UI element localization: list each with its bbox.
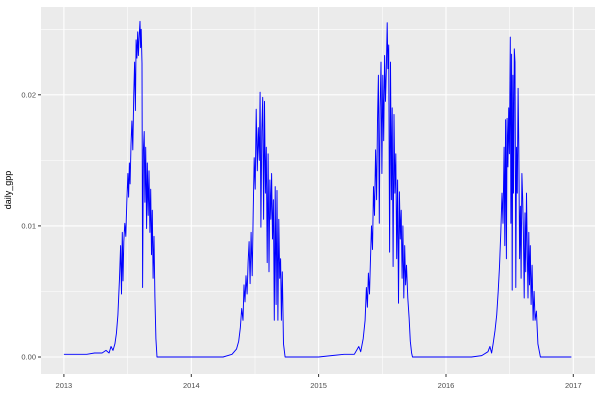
x-tick-label: 2014 [183,381,200,390]
x-tick-label: 2015 [310,381,327,390]
x-tick-label: 2017 [565,381,582,390]
y-tick-label: 0.02 [21,90,36,99]
y-tick-label: 0.00 [21,353,36,362]
gpp-line-series [63,20,572,358]
y-axis-title: daily_gpp [3,171,13,210]
x-tick-label: 2016 [438,381,455,390]
x-tick-label: 2013 [56,381,73,390]
y-tick-label: 0.01 [21,222,36,231]
plot-panel [41,7,595,374]
